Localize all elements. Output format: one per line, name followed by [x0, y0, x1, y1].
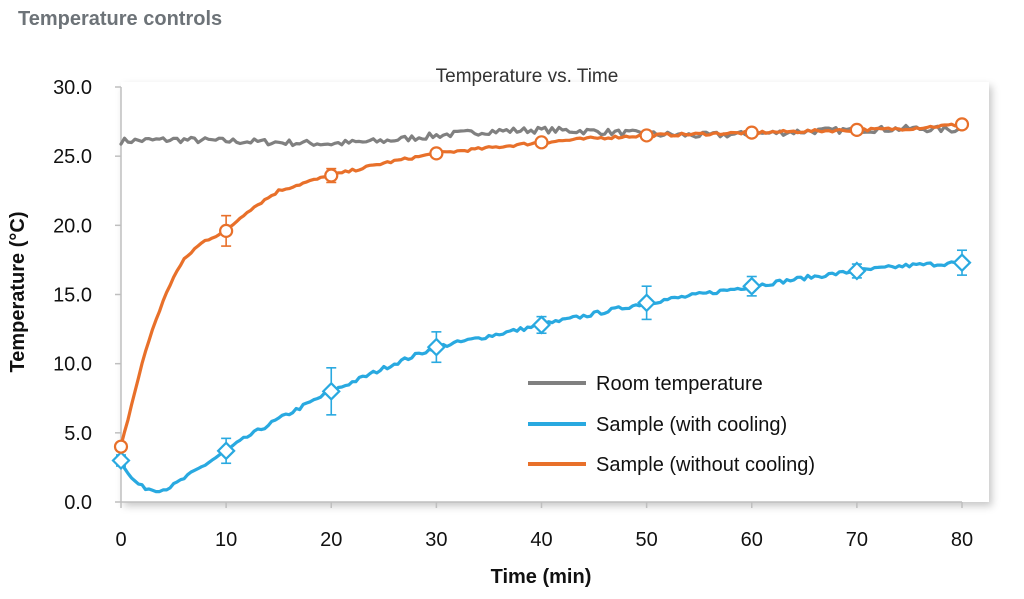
y-tick-label: 20.0: [53, 215, 92, 237]
data-point: [111, 450, 131, 471]
data-point: [742, 276, 762, 296]
chart-title: Temperature vs. Time: [436, 66, 619, 87]
y-tick-label: 30.0: [53, 77, 92, 99]
legend: Room temperature Sample (with cooling) Sam…: [528, 373, 815, 476]
data-point: [426, 337, 446, 357]
x-tick-label: 60: [741, 529, 763, 551]
data-point: [219, 223, 234, 238]
x-tick-label: 10: [215, 529, 237, 551]
data-point: [952, 253, 972, 273]
y-tick-label: 15.0: [53, 285, 92, 307]
data-point: [639, 128, 654, 143]
series-line: [119, 123, 964, 148]
x-axis-title: Time (min): [491, 566, 592, 588]
x-tick-label: 0: [115, 529, 126, 551]
data-point: [744, 125, 759, 140]
series-2: [111, 249, 972, 494]
data-point: [847, 261, 867, 281]
y-axis-title: Temperature (°C): [7, 212, 29, 373]
data-point: [324, 168, 339, 183]
series-1: [119, 123, 964, 148]
legend-label: Sample (without cooling): [596, 454, 815, 476]
data-point: [534, 135, 549, 150]
data-point: [113, 439, 129, 454]
data-point: [531, 315, 552, 335]
x-tick-label: 30: [425, 529, 447, 551]
data-point: [216, 441, 236, 461]
data-point: [849, 122, 864, 137]
legend-label: Room temperature: [596, 373, 763, 395]
y-tick-label: 0.0: [64, 492, 92, 514]
x-tick-label: 70: [846, 529, 868, 551]
axes: 0.0 5.0 10.0 15.0 20.0 25.0 30.0 0 10 20 30 40 50 60 7…: [53, 77, 973, 551]
legend-label: Sample (with cooling): [596, 414, 787, 436]
data-point: [637, 293, 657, 313]
data-point: [321, 381, 341, 401]
data-point: [429, 146, 444, 161]
x-tick-label: 80: [951, 529, 973, 551]
x-tick-label: 20: [320, 529, 342, 551]
page-title: Temperature controls: [18, 8, 223, 30]
x-tick-label: 40: [530, 529, 552, 551]
y-tick-label: 10.0: [53, 354, 92, 376]
series-3: [113, 117, 970, 454]
plot-area: [121, 82, 989, 502]
y-tick-label: 25.0: [53, 146, 92, 168]
y-tick-label: 5.0: [64, 423, 92, 445]
x-tick-label: 50: [636, 529, 658, 551]
series-layer: [111, 117, 972, 494]
data-point: [954, 117, 970, 132]
